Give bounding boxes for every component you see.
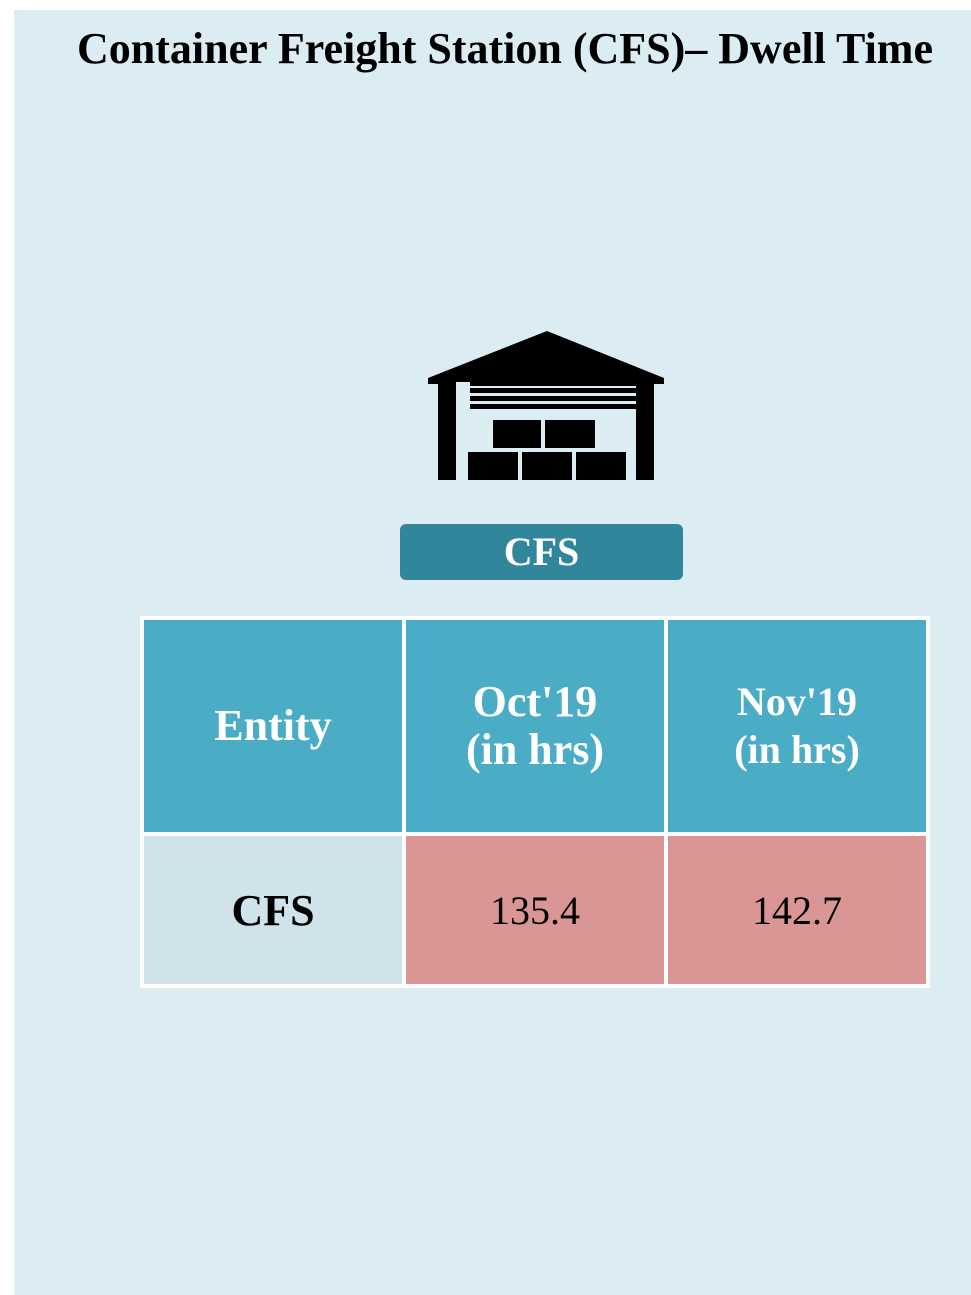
value-cell: 142.7 <box>664 832 930 988</box>
table: Entity Oct'19 (in hrs) Nov'19 (in hrs) C… <box>140 616 930 988</box>
title: Container Freight Station (CFS)– Dwell T… <box>77 24 933 73</box>
value-cell: 135.4 <box>402 832 668 988</box>
data-row: CFS 135.4 142.7 <box>140 832 930 988</box>
entity-cell: CFS <box>140 832 406 988</box>
header-cell: Entity <box>140 616 406 836</box>
header-cell: Nov'19 (in hrs) <box>664 616 930 836</box>
warehouse-icon <box>428 331 664 480</box>
badge: CFS <box>400 524 683 580</box>
header-row: Entity Oct'19 (in hrs) Nov'19 (in hrs) <box>140 616 930 836</box>
header-cell: Oct'19 (in hrs) <box>402 616 668 836</box>
